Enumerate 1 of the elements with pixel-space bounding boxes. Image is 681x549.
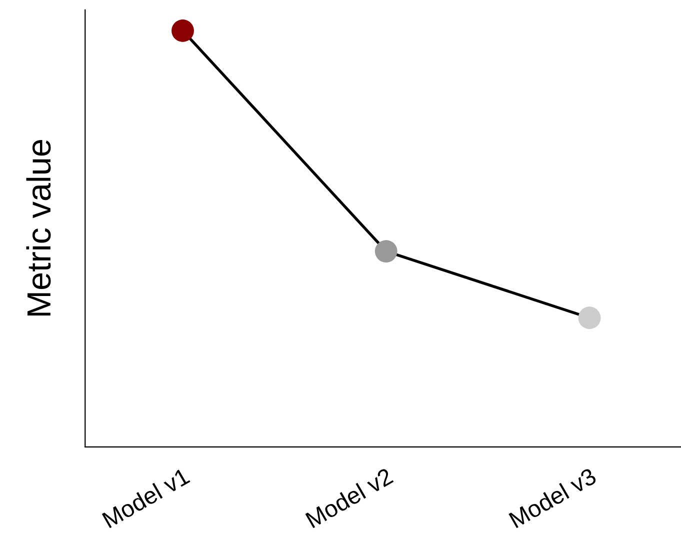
y-axis-title: Metric value — [26, 140, 51, 316]
